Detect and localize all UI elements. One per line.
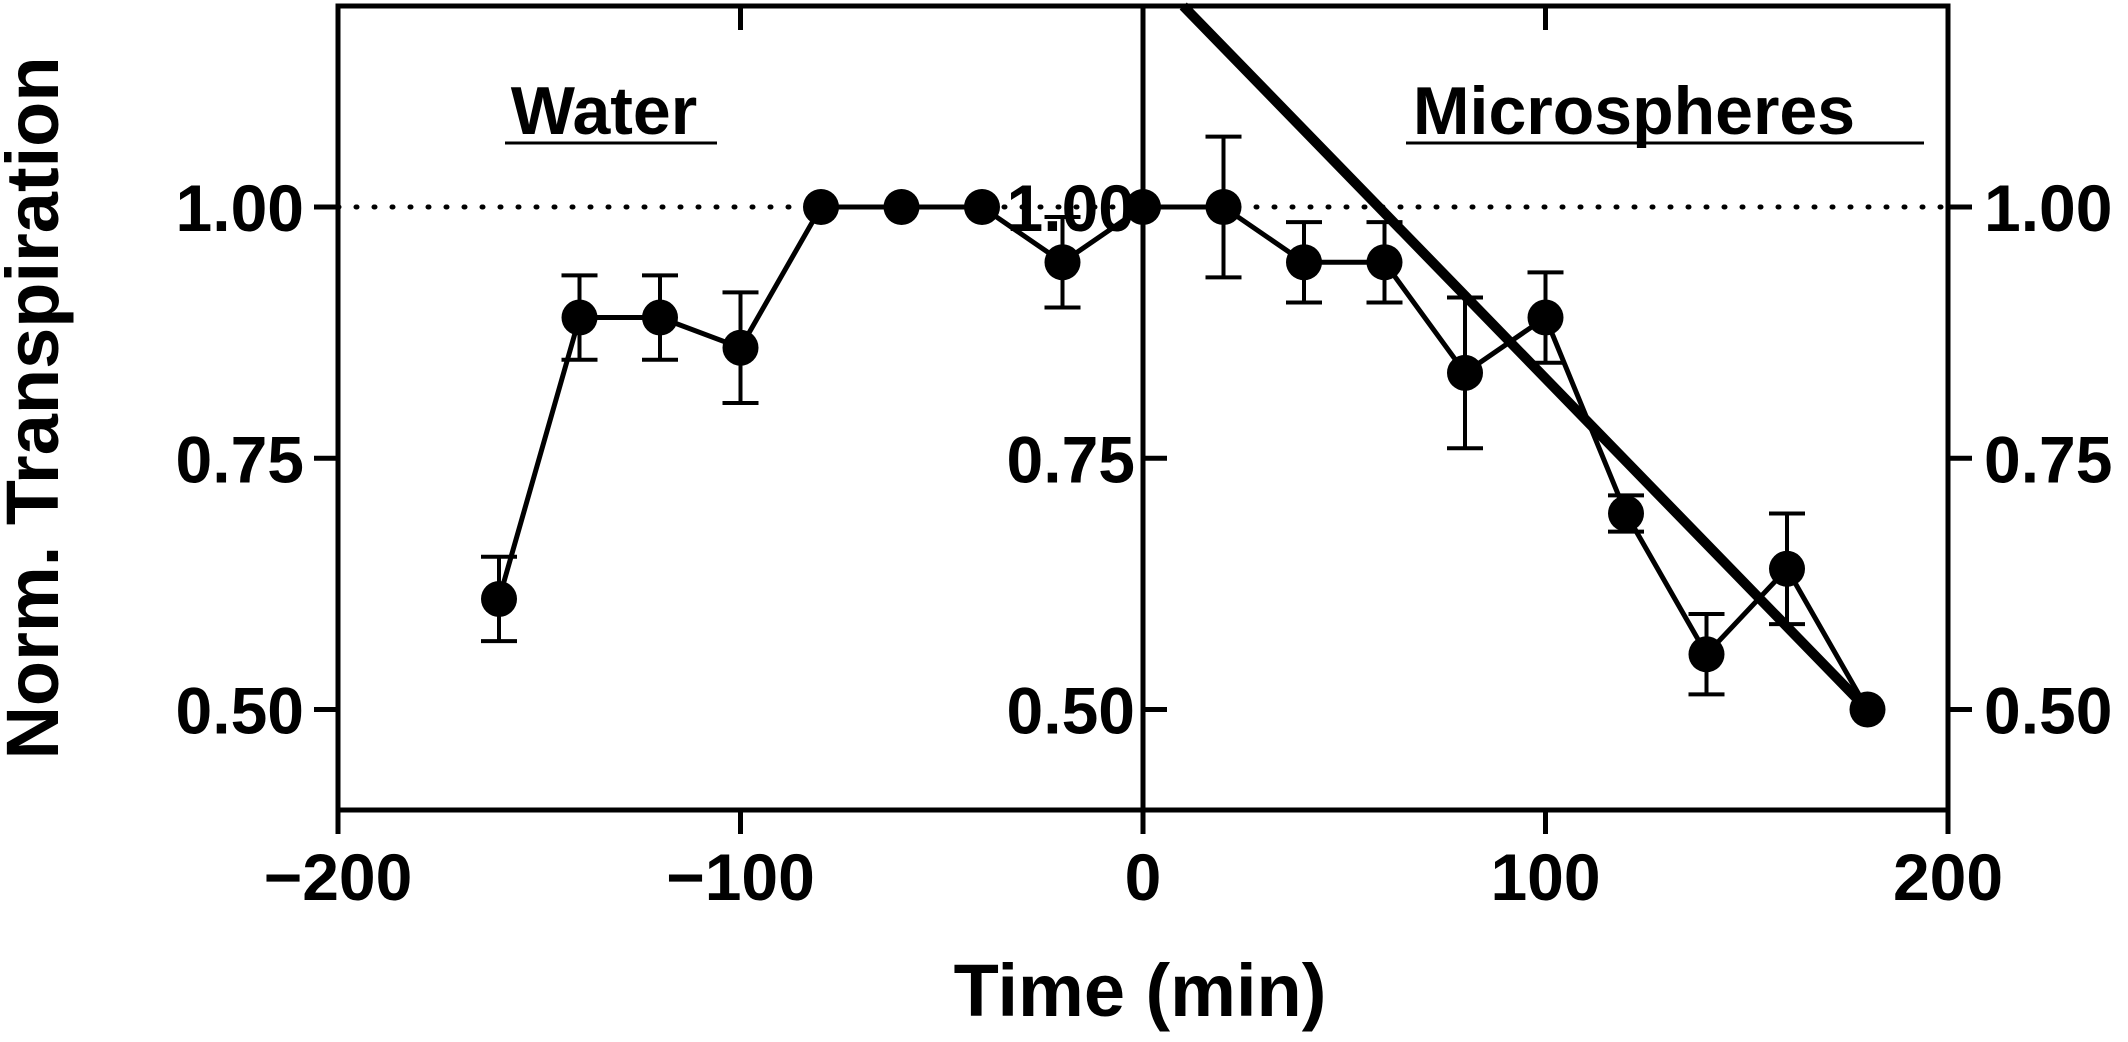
y-tick-label-left: 0.75 bbox=[176, 422, 304, 496]
x-tick-label: 200 bbox=[1893, 840, 2003, 914]
x-tick-label: −200 bbox=[264, 840, 413, 914]
y-tick-label-right: 1.00 bbox=[1984, 171, 2112, 245]
y-axis-title: Norm. Transpiration bbox=[0, 56, 74, 759]
y-tick-label-middle: 0.50 bbox=[1007, 674, 1135, 748]
data-point bbox=[1849, 691, 1886, 728]
text-group: −200 −100 0 100 200 0.50 0.50 0.50 0.75 0.75 0.75 1… bbox=[0, 56, 2112, 1032]
data-point bbox=[803, 189, 839, 225]
data-point bbox=[1205, 189, 1242, 225]
data-point bbox=[722, 329, 759, 366]
data-point bbox=[1527, 299, 1564, 336]
axes bbox=[314, 3, 1972, 834]
data-point bbox=[1688, 636, 1725, 673]
data-point bbox=[1447, 354, 1483, 391]
data-point bbox=[1044, 244, 1081, 281]
y-tick-label-left: 1.00 bbox=[176, 171, 304, 245]
y-tick-label-middle: 0.75 bbox=[1007, 422, 1135, 496]
data-point bbox=[1286, 244, 1322, 281]
data-point bbox=[1769, 550, 1805, 587]
data-point bbox=[964, 189, 1000, 225]
series-line bbox=[496, 204, 1870, 711]
data-point bbox=[561, 299, 598, 336]
data-point bbox=[1125, 189, 1161, 225]
data-point bbox=[642, 299, 678, 336]
x-axis-title: Time (min) bbox=[954, 949, 1327, 1032]
panel-label-water: Water bbox=[511, 73, 697, 149]
x-tick-label: 0 bbox=[1125, 840, 1162, 914]
data-point bbox=[1608, 495, 1644, 532]
data-point bbox=[481, 580, 517, 617]
x-tick-label: −100 bbox=[666, 840, 815, 914]
data-point bbox=[883, 189, 920, 225]
y-tick-label-right: 0.75 bbox=[1984, 422, 2112, 496]
data-point bbox=[1366, 244, 1403, 281]
fit-line bbox=[1179, 2, 1872, 713]
y-tick-label-left: 0.50 bbox=[176, 674, 304, 748]
y-tick-label-right: 0.50 bbox=[1984, 674, 2112, 748]
series-group bbox=[481, 2, 1886, 728]
x-tick-label: 100 bbox=[1490, 840, 1600, 914]
y-tick-label-middle: 1.00 bbox=[1007, 171, 1135, 245]
panel-label-microspheres: Microspheres bbox=[1413, 73, 1855, 149]
